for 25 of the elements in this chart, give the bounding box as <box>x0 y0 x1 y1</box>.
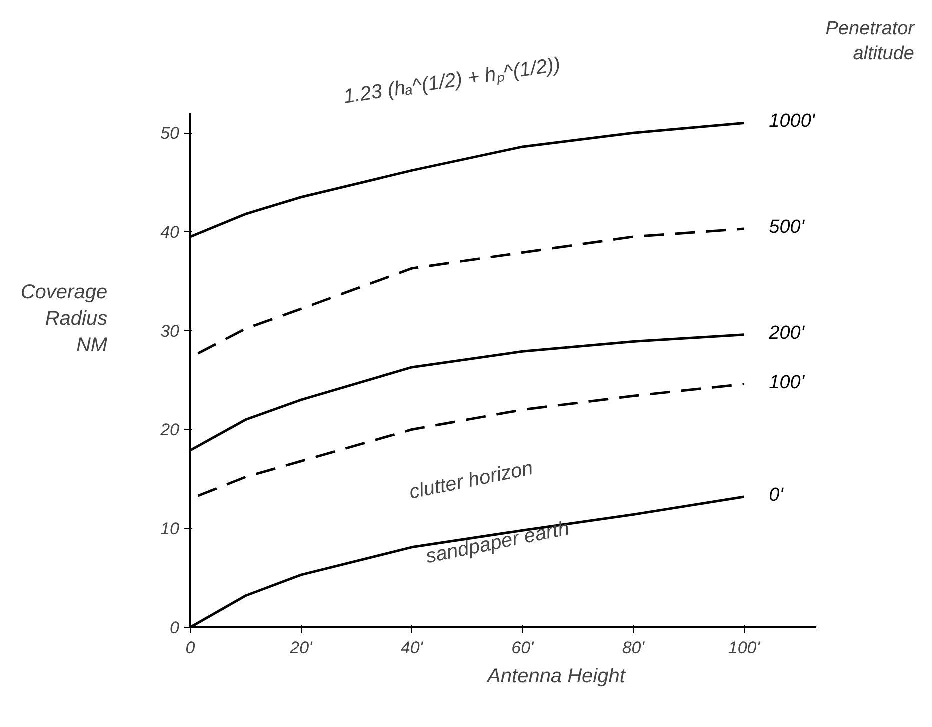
legend-title: Penetrator altitude <box>826 18 916 65</box>
x-tick-label: 20' <box>289 638 314 658</box>
series-label: 200' <box>768 322 806 344</box>
line-series <box>197 228 746 355</box>
x-tick-label: 100' <box>728 638 761 658</box>
x-tick-label: 60' <box>512 638 535 658</box>
y-tick-label: 0 <box>170 618 180 638</box>
line-series <box>197 383 746 498</box>
y-axis-title: Coverage Radius NM <box>20 282 108 356</box>
y-tick-label: 50 <box>160 124 180 144</box>
annotation: clutter horizon <box>408 457 536 504</box>
annotation: sandpaper earth <box>424 518 572 568</box>
y-tick-label: 10 <box>160 520 180 539</box>
x-tick-label: 0 <box>186 638 196 658</box>
series-label: 100' <box>769 372 806 394</box>
series-label: 500' <box>769 217 806 238</box>
text: 1.23 (hₐ^(1/2) + hₚ^(1/2)) <box>342 54 562 108</box>
series-label: 0' <box>769 484 785 506</box>
y-tick-label: 20 <box>160 420 180 440</box>
x-tick-label: 40' <box>400 638 424 658</box>
series-label: 1000' <box>769 111 816 132</box>
x-tick-label: 80' <box>622 638 646 658</box>
x-axis-title: Antenna Height <box>486 666 627 688</box>
y-tick-label: 30 <box>160 322 180 341</box>
y-tick-label: 40 <box>160 222 180 242</box>
